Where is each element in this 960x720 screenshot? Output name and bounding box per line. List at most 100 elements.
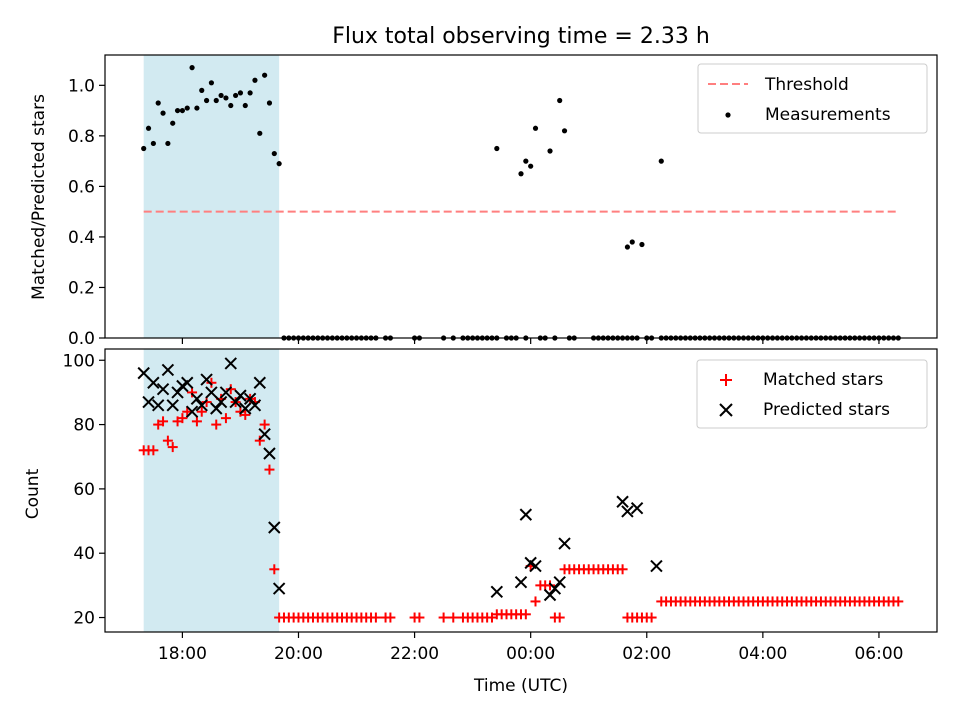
measurement-point xyxy=(228,102,234,109)
matched-star-point xyxy=(225,384,236,395)
measurement-point xyxy=(257,130,263,136)
predicted-star-point xyxy=(190,392,204,406)
measurement-point xyxy=(174,107,181,114)
measurement-point xyxy=(561,128,568,134)
matched-star-point xyxy=(240,409,251,420)
predicted-star-point xyxy=(630,501,644,515)
matched-star-point xyxy=(545,580,556,591)
predicted-star-point xyxy=(181,376,194,389)
y-tick-label: 80 xyxy=(73,416,95,436)
x-tick-label: 02:00 xyxy=(622,644,671,664)
predicted-star-point xyxy=(152,399,165,412)
measurement-point xyxy=(150,140,156,147)
measurement-point xyxy=(523,158,529,164)
bottom-x-ticks: 18:00 20:00 22:00 00:00 02:00 04:00 06:00 xyxy=(158,632,903,664)
matched-star-point xyxy=(196,406,207,417)
measurement-point xyxy=(203,97,210,104)
measurement-point xyxy=(179,107,185,114)
measurement-point xyxy=(170,120,176,126)
measurement-point xyxy=(233,92,239,99)
measurement-point xyxy=(218,92,224,99)
y-tick-label: 0.6 xyxy=(68,177,95,197)
matched-star-point xyxy=(206,377,217,388)
predicted-star-point xyxy=(263,447,276,460)
matched-star-point xyxy=(182,406,193,417)
y-tick-label: 40 xyxy=(73,544,95,564)
matched-star-point xyxy=(148,445,159,456)
matched-star-point xyxy=(254,435,265,446)
matched-star-point xyxy=(646,612,657,623)
measurement-point xyxy=(213,97,219,104)
bottom-panel: 20 40 60 80 100 18:00 20:00 22:00 00:00 02:00 04:… xyxy=(23,348,938,696)
measurement-point xyxy=(237,90,244,96)
matched-star-point xyxy=(220,413,231,424)
measurement-point xyxy=(141,145,147,152)
measurement-point xyxy=(242,102,248,109)
predicted-star-point xyxy=(137,366,150,380)
bottom-ylabel: Count xyxy=(23,468,43,519)
top-legend: Threshold Measurements xyxy=(697,63,928,134)
predicted-star-point xyxy=(229,395,242,409)
matched-star-point xyxy=(211,419,222,430)
measurement-point xyxy=(252,77,258,83)
predicted-star-point xyxy=(166,399,179,412)
legend-measurements-label: Measurements xyxy=(765,105,891,125)
bottom-axes-frame xyxy=(104,348,938,633)
measurement-point xyxy=(208,80,215,86)
matched-star-point xyxy=(162,435,173,446)
top-axes-frame xyxy=(104,54,938,339)
predicted-star-point xyxy=(200,373,213,386)
matched-star-point xyxy=(177,413,188,424)
matched-star-point xyxy=(370,612,381,623)
legend-predicted-swatch xyxy=(719,403,733,417)
measurement-point xyxy=(160,110,166,116)
x-axis-label: Time (UTC) xyxy=(473,676,568,696)
predicted-star-point xyxy=(253,376,266,389)
matched-star-point xyxy=(187,387,198,398)
measurement-point xyxy=(271,150,277,157)
measurement-point xyxy=(547,148,553,154)
matched-star-point xyxy=(158,416,169,427)
predicted-star-point xyxy=(548,582,562,595)
predicted-star-point xyxy=(239,402,252,415)
predicted-star-point xyxy=(616,495,629,508)
measurement-point xyxy=(658,158,664,164)
x-tick-label: 18:00 xyxy=(158,644,207,664)
top-x-ticks xyxy=(181,338,880,344)
predicted-star-point xyxy=(214,395,228,409)
measurement-point xyxy=(194,105,200,111)
matched-star-point xyxy=(385,612,396,623)
predicted-star-point xyxy=(272,582,286,595)
predicted-star-point xyxy=(621,505,634,518)
bottom-legend: Matched stars Predicted stars xyxy=(696,359,928,429)
measurement-point xyxy=(262,72,268,78)
chart-title: Flux total observing time = 2.33 h xyxy=(332,24,710,49)
predicted-star-point xyxy=(553,575,566,589)
x-tick-label: 20:00 xyxy=(274,644,323,664)
predicted-star-point xyxy=(185,405,199,418)
predicted-star-point xyxy=(205,386,218,399)
measurement-point xyxy=(165,140,171,147)
matched-star-point xyxy=(259,419,270,430)
predicted-star-point xyxy=(234,389,247,402)
y-tick-label: 100 xyxy=(63,351,95,371)
measurement-point xyxy=(528,163,534,169)
predicted-star-point xyxy=(171,386,184,399)
top-ylabel: Matched/Predicted stars xyxy=(29,94,49,300)
y-tick-label: 0.4 xyxy=(68,228,95,248)
legend-matched-label: Matched stars xyxy=(763,370,883,390)
matched-star-point xyxy=(438,612,449,623)
predicted-star-point xyxy=(519,508,533,521)
matched-star-point xyxy=(201,397,212,408)
matched-star-point xyxy=(414,612,425,623)
measurement-point xyxy=(266,100,273,106)
measurement-point xyxy=(189,65,195,71)
predicted-star-point xyxy=(268,521,281,534)
measurement-point xyxy=(532,125,539,131)
top-legend-box xyxy=(697,63,928,134)
measurement-point xyxy=(639,241,645,248)
measurement-point xyxy=(247,90,253,96)
predicted-star-point xyxy=(248,399,262,412)
bottom-y-ticks: 20 40 60 80 100 xyxy=(63,351,105,629)
matched-star-point xyxy=(530,596,541,607)
